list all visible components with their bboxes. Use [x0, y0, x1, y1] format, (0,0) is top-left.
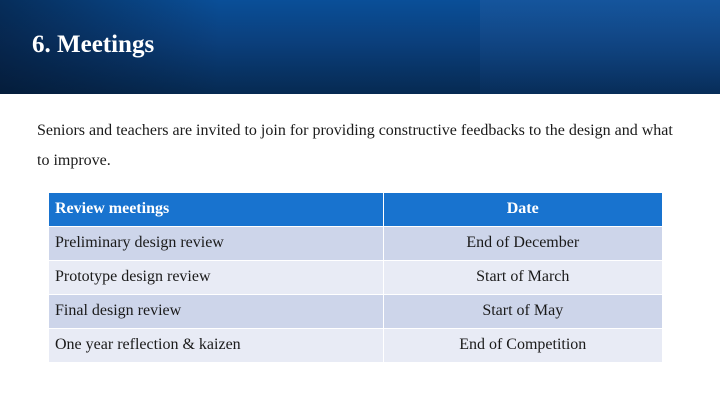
table-row: Preliminary design review End of Decembe…: [49, 226, 662, 261]
table-row: Final design review Start of May: [49, 294, 662, 329]
meeting-date: Start of May: [383, 294, 662, 329]
meeting-name: Preliminary design review: [49, 226, 384, 261]
table-row: One year reflection & kaizen End of Comp…: [49, 328, 662, 363]
meeting-name: One year reflection & kaizen: [49, 328, 384, 363]
header-review-meetings: Review meetings: [49, 193, 384, 227]
meeting-date: Start of March: [383, 260, 662, 295]
banner-panel: [480, 0, 720, 94]
slide-title: 6. Meetings: [32, 31, 155, 58]
meeting-name: Final design review: [49, 294, 384, 329]
table-row: Prototype design review Start of March: [49, 260, 662, 295]
meeting-date: End of Competition: [383, 328, 662, 363]
meeting-date: End of December: [383, 226, 662, 261]
meeting-name: Prototype design review: [49, 260, 384, 295]
header-date: Date: [383, 193, 662, 227]
title-banner: 6. Meetings: [0, 0, 720, 94]
banner-shade: [0, 0, 220, 94]
table-header-row: Review meetings Date: [49, 193, 662, 227]
intro-paragraph: Seniors and teachers are invited to join…: [37, 122, 673, 169]
meetings-table: Review meetings Date Preliminary design …: [49, 193, 662, 363]
